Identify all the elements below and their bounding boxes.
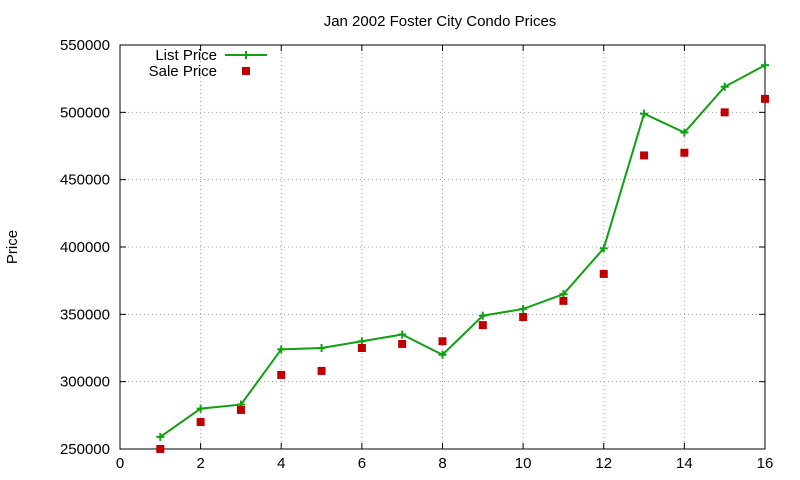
x-tick-label: 6 <box>358 455 366 472</box>
series-sale-price <box>156 94 769 453</box>
data-point <box>196 418 205 427</box>
y-axis-label: Price <box>4 230 21 264</box>
x-tick-label: 10 <box>515 455 532 472</box>
x-tick-label: 4 <box>277 455 285 472</box>
data-point <box>559 296 568 305</box>
data-point <box>720 82 729 91</box>
data-point <box>357 337 366 346</box>
data-point <box>478 311 487 320</box>
series-layer <box>156 61 769 453</box>
data-point <box>317 366 326 375</box>
data-point <box>357 344 366 352</box>
y-tick-label: 400000 <box>60 239 110 256</box>
data-point <box>398 330 407 339</box>
data-point <box>398 339 407 348</box>
data-point <box>317 344 326 352</box>
data-point <box>236 405 245 414</box>
data-point <box>277 370 286 379</box>
y-tick-label: 300000 <box>60 374 110 391</box>
legend-label: List Price <box>155 47 217 64</box>
legend-marker <box>242 67 250 75</box>
y-tick-label: 500000 <box>60 104 110 121</box>
legend-label: Sale Price <box>149 63 217 80</box>
x-tick-label: 2 <box>196 455 204 472</box>
chart-title: Jan 2002 Foster City Condo Prices <box>324 13 557 30</box>
x-tick-label: 14 <box>676 455 693 472</box>
data-point <box>599 244 608 253</box>
data-point <box>438 350 447 359</box>
grid <box>120 45 765 449</box>
data-point <box>680 128 689 137</box>
x-tick-label: 8 <box>438 455 446 472</box>
data-point <box>156 432 165 441</box>
data-point <box>156 445 165 453</box>
x-tick-label: 0 <box>116 455 124 472</box>
data-point <box>640 151 649 160</box>
data-point <box>761 94 769 103</box>
y-tick-label: 250000 <box>60 441 110 458</box>
data-point <box>277 345 286 354</box>
y-tick-label: 350000 <box>60 306 110 323</box>
legend-marker <box>242 51 250 59</box>
y-tick-label: 450000 <box>60 172 110 189</box>
data-point <box>761 61 769 70</box>
axes: 0 2 4 6 8 10 12 14 16 250000 300000 350000 400000 450… <box>60 37 773 472</box>
data-point <box>640 109 649 118</box>
data-point <box>478 321 487 330</box>
x-tick-label: 16 <box>757 455 774 472</box>
x-tick-label: 12 <box>595 455 612 472</box>
data-point <box>519 304 528 313</box>
data-point <box>196 404 205 413</box>
data-point <box>519 313 528 322</box>
data-point <box>599 269 608 278</box>
y-tick-label: 550000 <box>60 37 110 54</box>
data-point <box>559 290 568 299</box>
data-point <box>680 148 689 157</box>
data-point <box>720 108 729 117</box>
data-point <box>438 337 447 346</box>
series-line <box>159 64 766 438</box>
series-list-price <box>156 61 769 441</box>
